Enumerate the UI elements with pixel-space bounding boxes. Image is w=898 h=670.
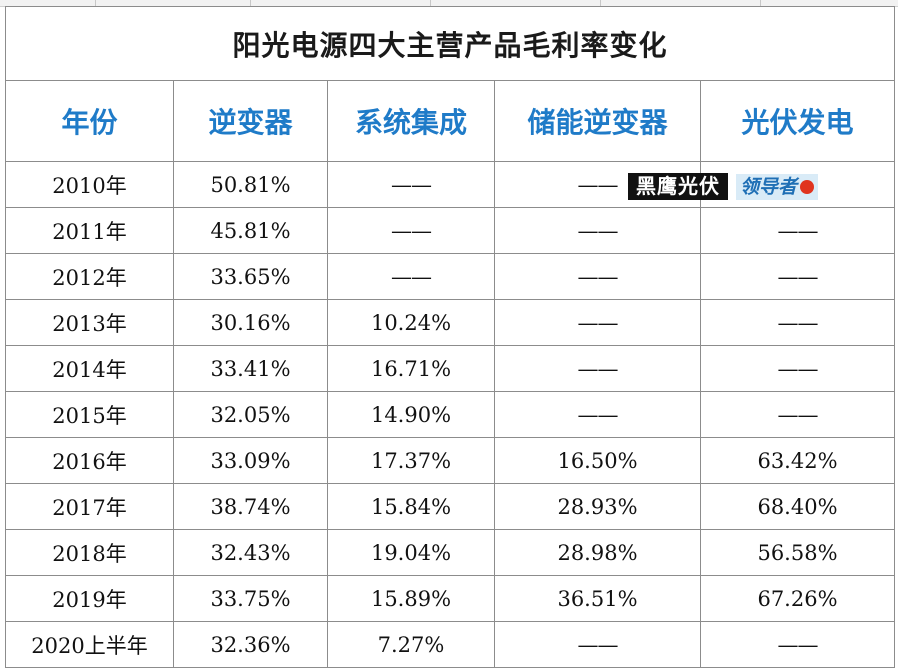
value-cell: 67.26% [700,575,895,622]
value-cell: —— [700,207,895,254]
column-header: 逆变器 [173,80,328,162]
column-header: 储能逆变器 [494,80,701,162]
watermark: 黑鹰光伏 领导者 [628,173,819,200]
value-cell: 33.09% [173,437,328,484]
table-row: 2019年 33.75% 15.89% 36.51% 67.26% [5,575,895,622]
value-cell: 33.75% [173,575,328,622]
table-row: 2011年 45.81% —— —— —— [5,207,895,254]
table-row: 2013年 30.16% 10.24% —— —— [5,299,895,346]
value-cell: 33.65% [173,253,328,300]
table-row: 2012年 33.65% —— —— —— [5,253,895,300]
table-row: 2017年 38.74% 15.84% 28.93% 68.40% [5,483,895,530]
table-row: 2016年 33.09% 17.37% 16.50% 63.42% [5,437,895,484]
value-cell: 28.98% [494,529,701,576]
value-cell: 36.51% [494,575,701,622]
column-header: 系统集成 [327,80,495,162]
value-cell: —— [494,253,701,300]
value-cell: 32.05% [173,391,328,438]
value-cell: 15.89% [327,575,495,622]
gross-margin-table: 阳光电源四大主营产品毛利率变化 年份 逆变器 系统集成 储能逆变器 光伏发电 2010年… [5,6,895,668]
value-cell: —— [327,161,495,208]
year-cell: 2010年 [5,161,174,208]
value-cell: 17.37% [327,437,495,484]
value-cell: 45.81% [173,207,328,254]
value-cell: 38.74% [173,483,328,530]
year-cell: 2014年 [5,345,174,392]
year-cell: 2013年 [5,299,174,346]
year-cell: 2016年 [5,437,174,484]
value-cell: 7.27% [327,621,495,668]
year-cell: 2017年 [5,483,174,530]
year-cell: 2011年 [5,207,174,254]
value-cell: —— [700,253,895,300]
table-row: 2018年 32.43% 19.04% 28.98% 56.58% [5,529,895,576]
year-cell: 2018年 [5,529,174,576]
value-cell: —— [494,161,701,208]
value-cell: —— [494,345,701,392]
value-cell: 63.42% [700,437,895,484]
year-cell: 2019年 [5,575,174,622]
value-cell: 10.24% [327,299,495,346]
year-cell: 2020上半年 [5,621,174,668]
value-cell: 14.90% [327,391,495,438]
value-cell: 56.58% [700,529,895,576]
table-row: 2015年 32.05% 14.90% —— —— [5,391,895,438]
header-row: 年份 逆变器 系统集成 储能逆变器 光伏发电 [5,80,895,162]
value-cell: 50.81% [173,161,328,208]
year-cell: 2015年 [5,391,174,438]
value-cell: —— [700,299,895,346]
value-cell: 32.36% [173,621,328,668]
watermark-logo-text: 领导者 [740,175,798,198]
value-cell: 33.41% [173,345,328,392]
table-row: 2014年 33.41% 16.71% —— —— [5,345,895,392]
value-cell: —— [327,253,495,300]
table-title: 阳光电源四大主营产品毛利率变化 [5,6,895,81]
value-cell: 30.16% [173,299,328,346]
value-cell: —— [327,207,495,254]
value-cell: 16.50% [494,437,701,484]
value-cell: —— [494,621,701,668]
value-cell: 32.43% [173,529,328,576]
value-cell: —— [700,391,895,438]
value-cell: —— [494,207,701,254]
column-header: 光伏发电 [700,80,895,162]
value-cell: —— [494,299,701,346]
value-cell: 19.04% [327,529,495,576]
value-cell: —— [700,345,895,392]
watermark-logo: 领导者 [736,173,819,200]
value-cell: 15.84% [327,483,495,530]
year-cell: 2012年 [5,253,174,300]
value-cell: —— [494,391,701,438]
value-cell: 28.93% [494,483,701,530]
table-row: 2020上半年 32.36% 7.27% —— —— [5,621,895,668]
column-header: 年份 [5,80,174,162]
watermark-brand: 黑鹰光伏 [628,173,728,200]
value-cell: —— [700,621,895,668]
value-cell: 16.71% [327,345,495,392]
value-cell: 68.40% [700,483,895,530]
badge-icon [800,179,815,194]
table-body: 2010年50.81%——————2011年45.81%——————2012年3… [5,161,895,668]
